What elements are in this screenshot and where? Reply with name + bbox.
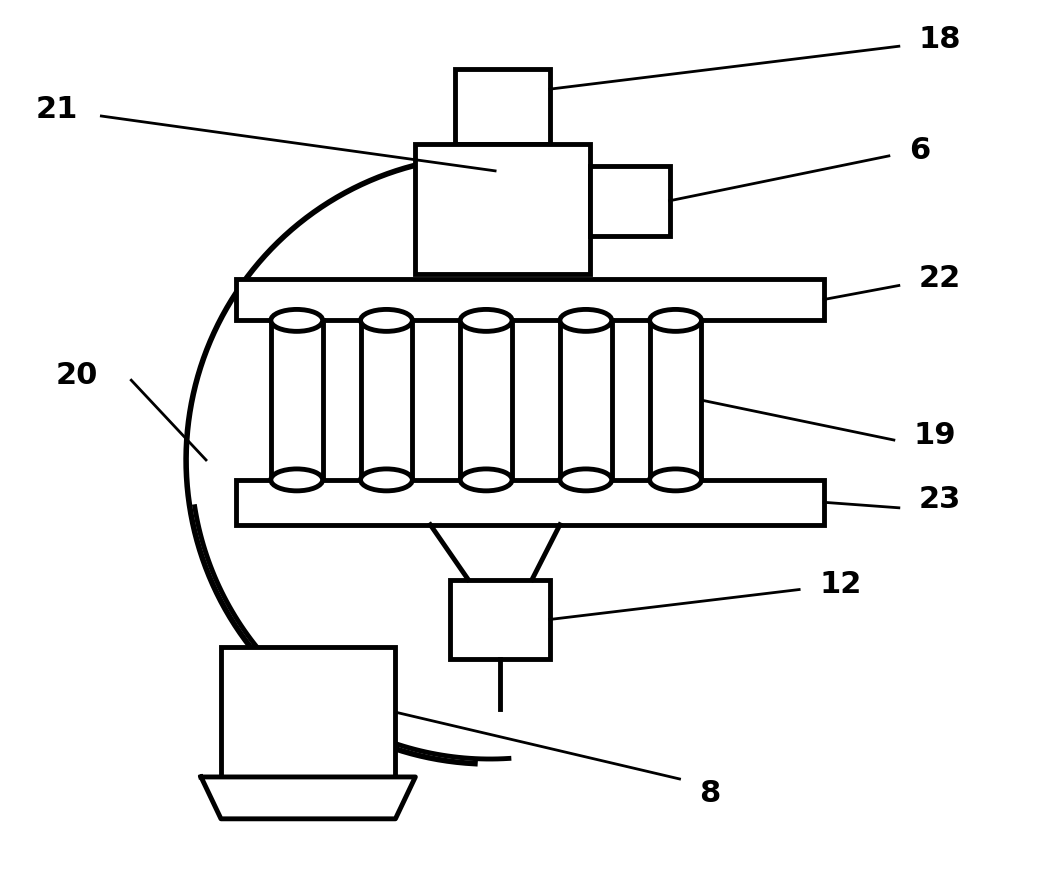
Text: 22: 22 [919,264,961,293]
Bar [236,480,824,525]
Ellipse shape [360,469,412,491]
Text: 6: 6 [909,137,930,165]
Ellipse shape [271,469,323,491]
Ellipse shape [560,309,612,331]
Text: 21: 21 [35,94,78,123]
Text: 23: 23 [919,486,961,514]
Text: 19: 19 [913,421,957,449]
Bar [360,321,412,480]
Text: 8: 8 [700,780,721,808]
Polygon shape [201,777,415,819]
Ellipse shape [650,309,702,331]
Bar [271,321,323,480]
Bar [236,279,824,321]
Bar [450,580,550,659]
Bar [560,321,612,480]
Bar [456,69,550,144]
Text: 18: 18 [919,25,961,54]
Text: 20: 20 [55,361,98,390]
Bar [415,144,589,274]
Ellipse shape [360,309,412,331]
Bar [221,647,395,777]
Ellipse shape [560,469,612,491]
Text: 12: 12 [819,570,861,599]
Ellipse shape [650,469,702,491]
Bar [589,166,669,235]
Ellipse shape [460,469,512,491]
Bar [650,321,702,480]
Bar [460,321,512,480]
Ellipse shape [271,309,323,331]
Ellipse shape [460,309,512,331]
